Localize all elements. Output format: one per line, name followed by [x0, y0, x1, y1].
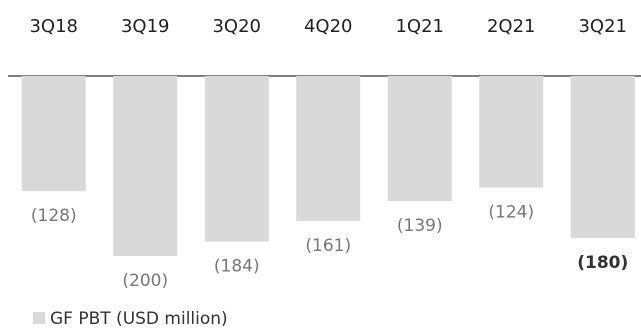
value-label-3q18: (128)	[31, 206, 77, 226]
value-labels: (128) (200) (184) (161) (139) (124) (180)	[31, 203, 628, 291]
bar-3q20	[204, 76, 269, 242]
legend: GF PBT (USD million)	[33, 309, 228, 329]
bar-3q21	[570, 76, 635, 238]
category-label-3q18: 3Q18	[29, 16, 78, 37]
bars	[21, 76, 635, 256]
category-label-1q21: 1Q21	[395, 16, 444, 37]
bar-3q18	[21, 76, 86, 192]
bar-2q21	[479, 76, 544, 188]
bar-4q20	[296, 76, 361, 221]
category-label-2q21: 2Q21	[487, 16, 536, 37]
category-label-3q20: 3Q20	[212, 16, 261, 37]
value-label-1q21: (139)	[397, 216, 443, 236]
bar-3q19	[113, 76, 178, 256]
value-label-3q20: (184)	[214, 257, 260, 277]
value-label-4q20: (161)	[305, 236, 351, 256]
value-label-3q21: (180)	[577, 253, 628, 273]
value-label-3q19: (200)	[122, 271, 168, 291]
value-label-2q21: (124)	[488, 203, 534, 223]
category-label-4q20: 4Q20	[304, 16, 353, 37]
category-labels: 3Q18 3Q19 3Q20 4Q20 1Q21 2Q21 3Q21	[29, 16, 627, 37]
legend-label: GF PBT (USD million)	[50, 309, 228, 329]
legend-swatch	[33, 312, 45, 324]
bar-1q21	[387, 76, 452, 202]
category-label-3q21: 3Q21	[578, 16, 627, 37]
category-label-3q19: 3Q19	[121, 16, 170, 37]
